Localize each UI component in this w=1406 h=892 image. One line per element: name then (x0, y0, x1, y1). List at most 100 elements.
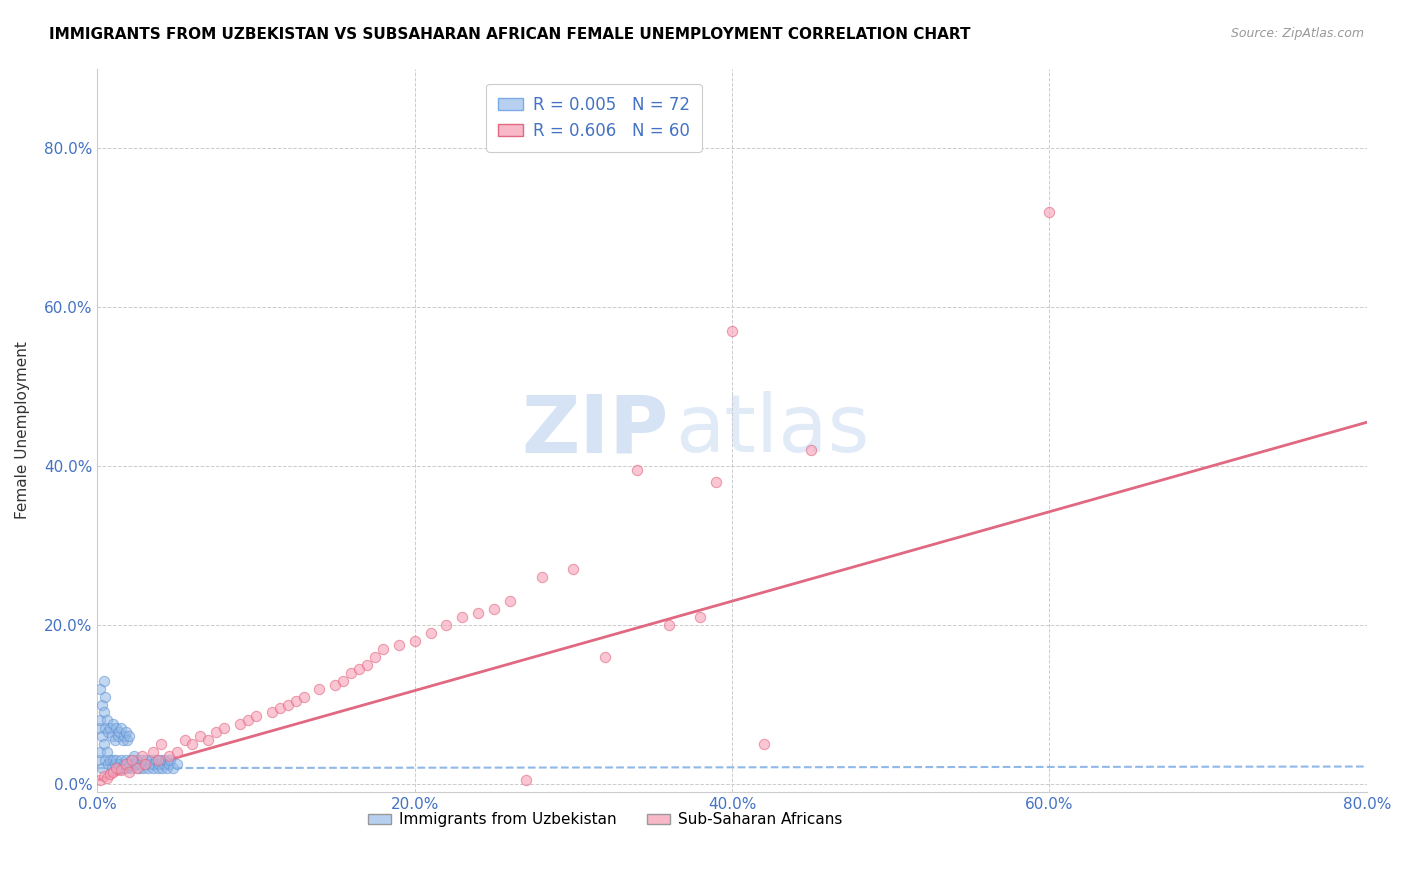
Point (173, 733, 195, 747)
Text: atlas: atlas (675, 392, 869, 469)
Point (121, 753, 143, 767)
Point (284, 693, 307, 707)
Point (101, 753, 124, 767)
Point (292, 690, 315, 704)
Point (149, 753, 172, 767)
Point (98, 767, 121, 781)
Point (689, 610, 711, 624)
Point (704, 475, 727, 489)
Point (128, 761, 150, 775)
Point (87, 722, 110, 736)
Point (114, 725, 136, 739)
Point (134, 757, 156, 772)
Point (89, 714, 111, 728)
Point (96, 714, 118, 728)
Point (131, 749, 153, 764)
Text: IMMIGRANTS FROM UZBEKISTAN VS SUBSAHARAN AFRICAN FEMALE UNEMPLOYMENT CORRELATION: IMMIGRANTS FROM UZBEKISTAN VS SUBSAHARAN… (49, 27, 970, 42)
Point (332, 673, 354, 688)
Point (89, 772, 111, 787)
Point (93, 673, 115, 688)
Point (91, 729, 114, 743)
Point (530, 570, 553, 584)
Point (131, 753, 153, 767)
Point (364, 649, 387, 664)
Point (388, 638, 411, 652)
Point (1038, 204, 1060, 219)
Point (107, 761, 129, 775)
Point (181, 737, 204, 751)
Point (98, 722, 121, 736)
Point (121, 761, 143, 775)
Point (155, 753, 177, 767)
Point (626, 463, 648, 477)
Point (93, 706, 115, 720)
Point (122, 749, 145, 764)
Point (117, 733, 139, 747)
Point (150, 761, 173, 775)
Point (118, 765, 141, 780)
Point (98, 753, 121, 767)
Point (308, 681, 330, 696)
Point (277, 698, 299, 712)
Point (269, 701, 291, 715)
Point (323, 678, 346, 692)
Point (212, 722, 235, 736)
Point (118, 757, 141, 772)
Point (356, 657, 378, 672)
Point (245, 709, 267, 723)
Point (110, 763, 132, 777)
Point (515, 772, 537, 787)
Legend: Immigrants from Uzbekistan, Sub-Saharan Africans: Immigrants from Uzbekistan, Sub-Saharan … (360, 805, 849, 835)
Point (371, 641, 394, 656)
Point (419, 626, 441, 640)
Y-axis label: Female Unemployment: Female Unemployment (15, 342, 30, 519)
Point (142, 761, 165, 775)
Point (96, 745, 118, 759)
Point (93, 737, 115, 751)
Point (157, 757, 180, 772)
Point (197, 733, 219, 747)
Point (91, 698, 114, 712)
Point (721, 324, 744, 338)
Point (136, 761, 159, 775)
Point (562, 562, 585, 576)
Point (205, 725, 228, 739)
Point (89, 681, 111, 696)
Point (101, 717, 124, 731)
Point (229, 717, 252, 731)
Point (108, 757, 131, 772)
Point (97, 757, 120, 772)
Point (125, 761, 148, 775)
Point (94, 690, 117, 704)
Point (124, 757, 146, 772)
Point (340, 665, 363, 680)
Point (134, 757, 156, 772)
Point (236, 714, 259, 728)
Point (482, 602, 505, 616)
Point (105, 761, 128, 775)
Point (132, 761, 155, 775)
Point (105, 722, 128, 736)
Point (166, 745, 188, 759)
Point (157, 749, 180, 764)
Point (100, 729, 122, 743)
Point (110, 722, 132, 736)
Point (104, 757, 127, 772)
Point (347, 662, 370, 676)
Point (467, 606, 489, 620)
Point (93, 769, 115, 783)
Point (111, 761, 134, 775)
Point (260, 706, 283, 720)
Point (112, 729, 135, 743)
Point (451, 610, 474, 624)
Point (94, 753, 117, 767)
Point (87, 753, 110, 767)
Point (117, 761, 139, 775)
Point (135, 753, 157, 767)
Point (91, 761, 114, 775)
Point (146, 753, 169, 767)
Point (97, 725, 120, 739)
Point (110, 753, 132, 767)
Point (114, 753, 136, 767)
Point (114, 757, 136, 772)
